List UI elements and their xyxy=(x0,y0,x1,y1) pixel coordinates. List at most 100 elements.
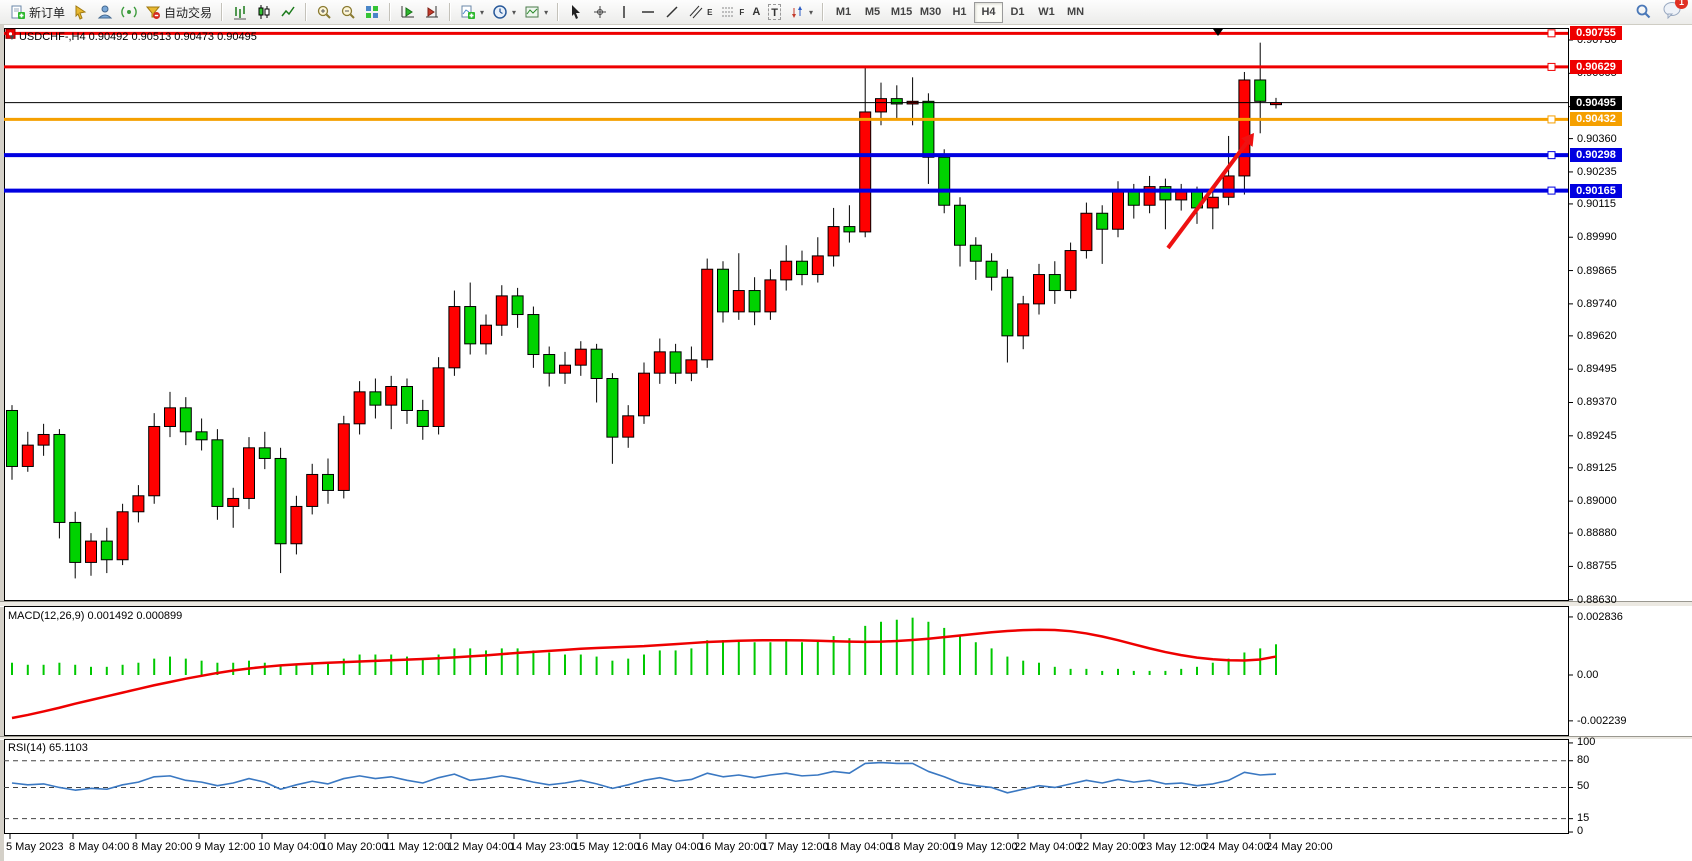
autotrade-button[interactable]: 自动交易 xyxy=(141,1,216,23)
candle-body xyxy=(1222,175,1235,198)
price-chart-canvas[interactable] xyxy=(0,25,1692,861)
toolbar-separator xyxy=(389,3,392,21)
profile-button[interactable] xyxy=(93,1,117,23)
macd-panel-border xyxy=(4,606,1569,736)
candle-body xyxy=(527,314,540,356)
search-icon xyxy=(1634,3,1652,21)
timeframe-button-m30[interactable]: M30 xyxy=(919,6,942,18)
candle-body xyxy=(511,295,524,316)
candle-body xyxy=(211,439,224,507)
signal-button[interactable] xyxy=(117,1,141,23)
arrows-tool-button[interactable]: ▾ xyxy=(785,1,817,23)
channel-letter: E xyxy=(707,7,713,17)
candle-body xyxy=(258,447,271,459)
yellow-pointer-icon xyxy=(73,4,89,20)
trend-arrow-head[interactable] xyxy=(1241,133,1254,147)
main-panel-border xyxy=(4,28,1569,601)
candlestick-chart-button[interactable] xyxy=(252,1,276,23)
dropdown-caret: ▾ xyxy=(544,7,549,17)
candle-body xyxy=(6,409,18,467)
candle-body xyxy=(1001,276,1014,337)
candle-body xyxy=(416,409,429,427)
candle-body xyxy=(796,260,808,276)
timeframe-button-d1[interactable]: D1 xyxy=(1010,6,1025,18)
candle-body xyxy=(69,521,82,563)
tile-windows-icon xyxy=(364,4,380,20)
candle-body xyxy=(337,423,350,491)
candle-body xyxy=(195,431,208,441)
candle-body xyxy=(827,226,840,257)
timeframe-button-h4[interactable]: H4 xyxy=(974,1,1004,23)
timeframe-button-w1[interactable]: W1 xyxy=(1038,6,1055,18)
text-label-tool-button[interactable]: T xyxy=(764,1,785,23)
candle-body xyxy=(1048,274,1061,292)
candle-body xyxy=(37,433,50,446)
trendline-tool-button[interactable] xyxy=(660,1,684,23)
chart-shift-button[interactable] xyxy=(420,1,444,23)
text-tool-button[interactable]: A xyxy=(748,1,764,23)
timeframe-button-m5[interactable]: M5 xyxy=(864,6,881,18)
cursor-tool-button[interactable] xyxy=(564,1,588,23)
candle-body xyxy=(985,260,998,278)
horizontal-line-icon xyxy=(640,4,656,20)
autotrade-label: 自动交易 xyxy=(164,5,213,20)
text-label-letter: T xyxy=(771,7,778,19)
search-button[interactable] xyxy=(1630,1,1656,23)
candle-body xyxy=(132,495,145,513)
timeframe-group: M1 M5 M15 M30 H1 H4 D1 W1 MN xyxy=(827,1,1092,23)
vertical-line-icon xyxy=(616,4,632,20)
horizontal-line-tool-button[interactable] xyxy=(636,1,660,23)
line-handle[interactable] xyxy=(1547,29,1556,38)
candle-body xyxy=(543,354,556,374)
toolbar-separator xyxy=(305,3,308,21)
candle-body xyxy=(890,98,903,105)
cursor-arrow-icon xyxy=(568,4,584,20)
timeframe-button-m1[interactable]: M1 xyxy=(835,6,852,18)
timeframe-button-mn[interactable]: MN xyxy=(1066,6,1085,18)
chart-shift-marker[interactable] xyxy=(1213,29,1223,36)
candle-body xyxy=(859,111,872,233)
channel-tool-button[interactable]: E xyxy=(684,1,716,23)
line-handle[interactable] xyxy=(1547,62,1556,71)
autoscroll-button[interactable] xyxy=(396,1,420,23)
tile-windows-button[interactable] xyxy=(360,1,384,23)
zoom-in-button[interactable] xyxy=(312,1,336,23)
timeframe-button-m15[interactable]: M15 xyxy=(890,6,913,18)
line-handle[interactable] xyxy=(1547,186,1556,195)
add-indicator-button[interactable]: ▾ xyxy=(456,1,488,23)
template-button[interactable]: ▾ xyxy=(520,1,552,23)
candle-body xyxy=(1112,191,1124,230)
fibonacci-tool-button[interactable]: F xyxy=(716,1,748,23)
chart-stage[interactable]: ▼ USDCHF-,H4 0.90492 0.90513 0.90473 0.9… xyxy=(0,25,1692,861)
candle-body xyxy=(306,473,319,507)
candle-body xyxy=(274,457,287,545)
trendline-icon xyxy=(664,4,680,20)
candle-body xyxy=(701,268,714,361)
candle-body xyxy=(938,156,951,206)
new-order-button[interactable]: 新订单 xyxy=(6,1,69,23)
candle-body xyxy=(780,260,793,281)
arrows-icon xyxy=(789,4,805,20)
line-chart-icon xyxy=(280,4,296,20)
vertical-line-tool-button[interactable] xyxy=(612,1,636,23)
cursor-pointer-button[interactable] xyxy=(69,1,93,23)
candle-body xyxy=(875,98,887,113)
timeframe-button-h1[interactable]: H1 xyxy=(952,6,967,18)
periods-button[interactable]: ▾ xyxy=(488,1,520,23)
candle-body xyxy=(353,391,366,425)
zoom-out-button[interactable] xyxy=(336,1,360,23)
toolbar-separator xyxy=(221,3,224,21)
trend-arrow-line[interactable] xyxy=(1166,139,1250,250)
line-handle[interactable] xyxy=(1547,151,1556,160)
line-handle[interactable] xyxy=(1547,115,1556,124)
candle-body xyxy=(922,100,935,158)
dropdown-caret: ▾ xyxy=(512,7,517,17)
candle-body xyxy=(1033,274,1045,305)
crosshair-tool-button[interactable] xyxy=(588,1,612,23)
chat-button[interactable]: 1 xyxy=(1662,0,1688,24)
candle-body xyxy=(369,391,382,406)
candle-body xyxy=(685,359,698,374)
dropdown-caret: ▾ xyxy=(480,7,485,17)
line-chart-button[interactable] xyxy=(276,1,300,23)
bar-chart-button[interactable] xyxy=(228,1,252,23)
